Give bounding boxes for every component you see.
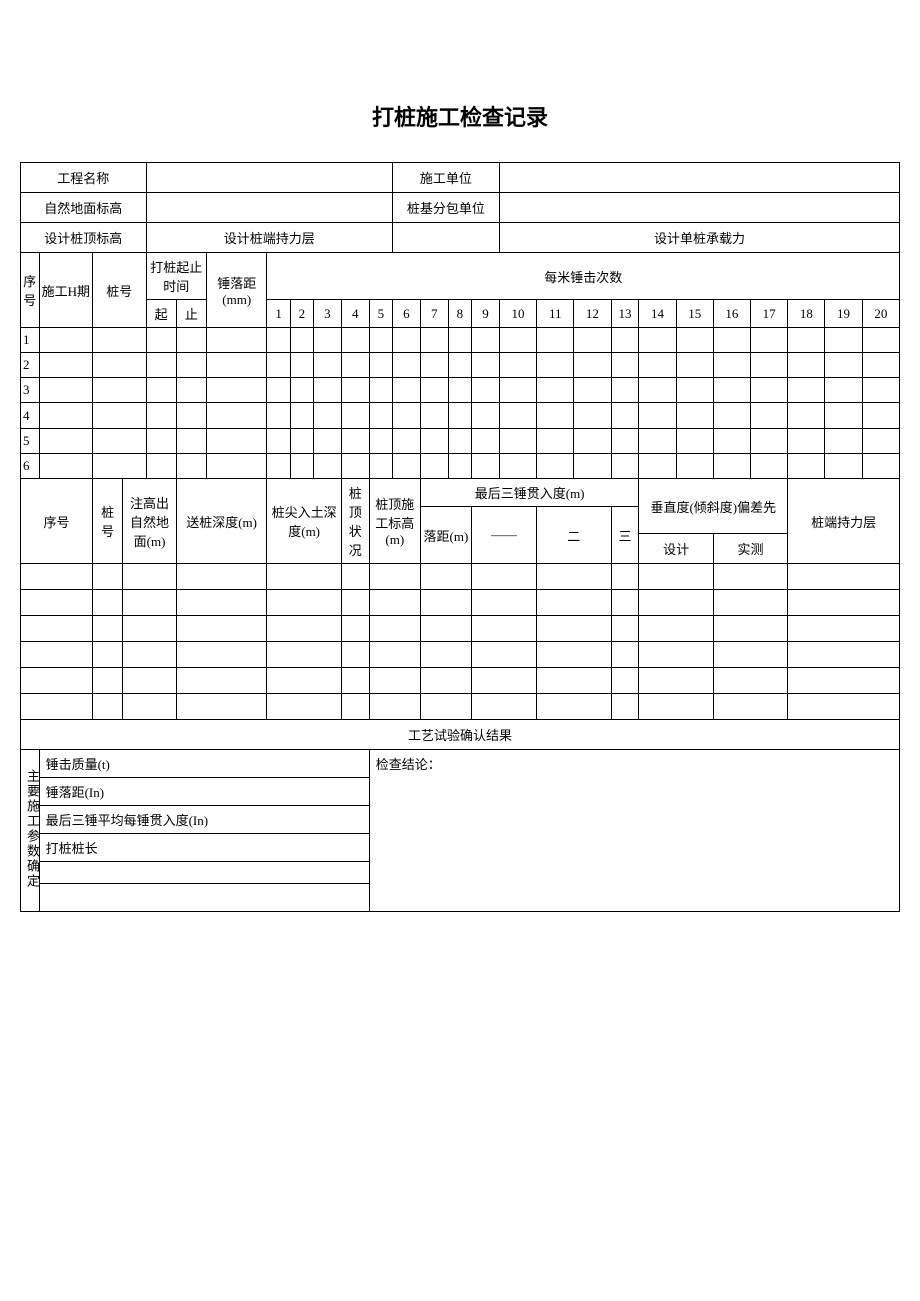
t1-start: 起 xyxy=(146,300,176,328)
r1: 1 xyxy=(21,328,40,353)
t2-height: 注高出自然地面(m) xyxy=(123,479,176,564)
c18: 18 xyxy=(788,300,825,328)
r6: 6 xyxy=(21,454,40,479)
c6: 6 xyxy=(392,300,420,328)
c4: 4 xyxy=(341,300,369,328)
t2-bearing: 桩端持力层 xyxy=(788,479,900,564)
c15: 15 xyxy=(676,300,713,328)
c14: 14 xyxy=(639,300,676,328)
param-drop: 锤落距(In) xyxy=(39,778,290,806)
t1-pileno: 桩号 xyxy=(93,253,146,328)
t2-dropdist: 落距(m) xyxy=(420,507,471,564)
t2-pileno: 桩号 xyxy=(93,479,123,564)
t2-last3: 最后三锤贯入度(m) xyxy=(420,479,639,507)
c19: 19 xyxy=(825,300,862,328)
bearing-layer-value xyxy=(392,223,499,253)
param-last3: 最后三锤平均每锤贯入度(In) xyxy=(39,806,290,834)
t2-measured: 实测 xyxy=(713,534,787,564)
project-name-value xyxy=(146,163,392,193)
c1: 1 xyxy=(267,300,290,328)
conclusion: 检查结论： xyxy=(369,750,899,912)
t2-toplevel: 桩顶施工标高(m) xyxy=(369,479,420,564)
c3: 3 xyxy=(313,300,341,328)
c16: 16 xyxy=(713,300,750,328)
param-hammer: 锤击质量(t) xyxy=(39,750,290,778)
t2-one: —— xyxy=(472,507,537,564)
c11: 11 xyxy=(537,300,574,328)
param-length: 打桩桩长 xyxy=(39,834,290,862)
t2-design: 设计 xyxy=(639,534,713,564)
t1-end: 止 xyxy=(176,300,206,328)
t2-topstatus: 桩顶状况 xyxy=(341,479,369,564)
t1-date: 施工H期 xyxy=(39,253,92,328)
r3: 3 xyxy=(21,378,40,403)
bearing-layer-label: 设计桩端持力层 xyxy=(146,223,392,253)
r4: 4 xyxy=(21,403,40,429)
t1-seq: 序号 xyxy=(21,253,40,328)
c12: 12 xyxy=(574,300,611,328)
t1-hits: 每米锤击次数 xyxy=(267,253,900,300)
construction-unit-value xyxy=(499,163,899,193)
c9: 9 xyxy=(472,300,500,328)
t2-depth: 送桩深度(m) xyxy=(176,479,267,564)
ground-level-label: 自然地面标高 xyxy=(21,193,147,223)
c17: 17 xyxy=(751,300,788,328)
t1-time: 打桩起止时间 xyxy=(146,253,206,300)
confirm-title: 工艺试验确认结果 xyxy=(21,720,900,750)
c2: 2 xyxy=(290,300,313,328)
t2-vertical: 垂直度(倾斜度)偏差先 xyxy=(639,479,788,534)
construction-unit-label: 施工单位 xyxy=(392,163,499,193)
subcontractor-value xyxy=(499,193,899,223)
r2: 2 xyxy=(21,353,40,378)
t2-seq: 序号 xyxy=(21,479,93,564)
t1-drop: 锤落距(mm) xyxy=(206,253,266,328)
t2-tipdepth: 桩尖入土深度(m) xyxy=(267,479,341,564)
r5: 5 xyxy=(21,429,40,454)
t2-three: 三 xyxy=(611,507,639,564)
pile-top-level-label: 设计桩顶标高 xyxy=(21,223,147,253)
subcontractor-label: 桩基分包单位 xyxy=(392,193,499,223)
c20: 20 xyxy=(862,300,899,328)
main-table: 工程名称 施工单位 自然地面标高 桩基分包单位 设计桩顶标高 设计桩端持力层 设… xyxy=(20,162,900,912)
c5: 5 xyxy=(369,300,392,328)
c10: 10 xyxy=(499,300,536,328)
c13: 13 xyxy=(611,300,639,328)
params-label: 主要施工参数确定 xyxy=(21,750,40,912)
t2-two: 二 xyxy=(537,507,611,564)
c7: 7 xyxy=(420,300,448,328)
c8: 8 xyxy=(448,300,471,328)
project-name-label: 工程名称 xyxy=(21,163,147,193)
ground-level-value xyxy=(146,193,392,223)
document-title: 打桩施工检查记录 xyxy=(20,100,900,132)
capacity-label: 设计单桩承载力 xyxy=(499,223,899,253)
